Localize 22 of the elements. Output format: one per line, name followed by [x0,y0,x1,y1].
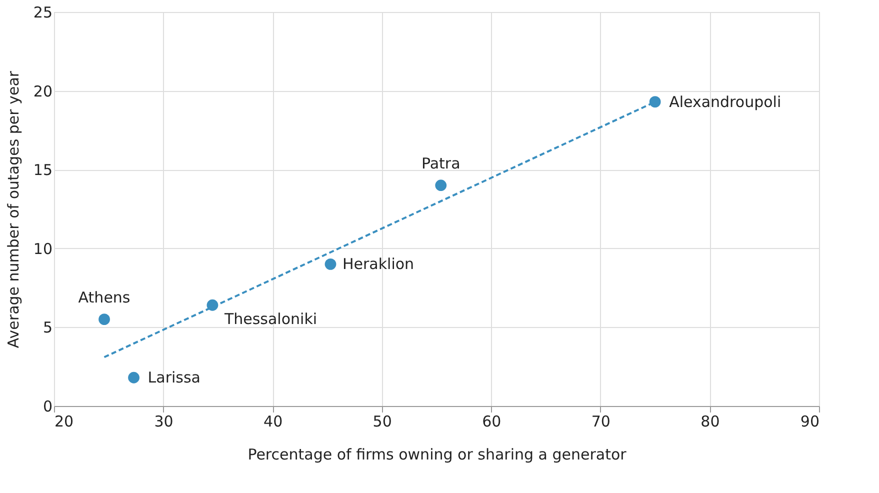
x-tick-label: 70 [591,412,610,430]
y-tick-label: 5 [42,318,52,337]
annotation: Alexandroupoli [669,92,782,111]
x-tick-label: 80 [700,412,720,430]
x-axis-title: Percentage of firms owning or sharing a generator [248,446,628,464]
x-tick-label: 90 [800,412,820,430]
y-tick-label: 15 [33,161,52,180]
y-tick-label: 10 [33,240,52,258]
x-tick-label: 50 [372,412,392,430]
y-axis-title: Average number of outages per year [4,70,22,348]
x-tick-label: 60 [482,412,502,430]
annotation: Heraklion [342,255,414,274]
y-tick-label: 25 [33,4,52,22]
x-tick-label: 30 [154,412,174,430]
x-tick-label: 20 [54,412,74,430]
x-tick-label: 40 [264,412,283,430]
annotation: Athens [78,288,130,306]
annotation: Larissa [148,368,200,387]
annotation: Patra [421,154,460,172]
y-tick-label: 20 [33,82,52,100]
y-tick-label: 0 [42,398,52,416]
annotation: Thessaloniki [223,310,318,328]
